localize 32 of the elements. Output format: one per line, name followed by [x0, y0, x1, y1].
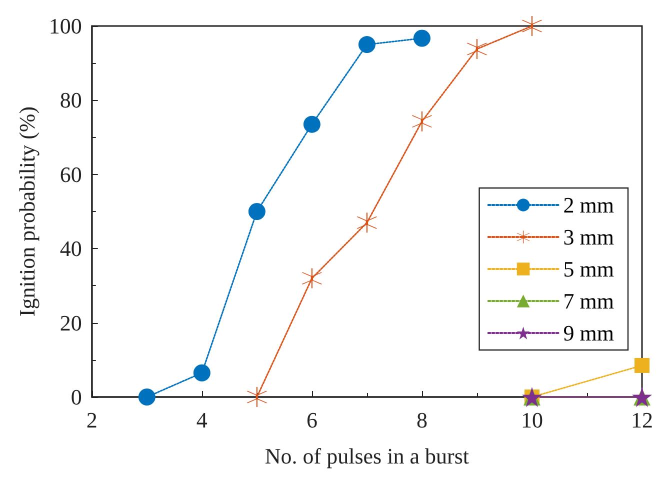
point: [412, 111, 432, 132]
point: [466, 39, 487, 59]
x-tick-label: 4: [196, 408, 208, 432]
y-tick-label: 60: [60, 162, 82, 187]
x-tick-label: 6: [306, 408, 318, 432]
x-axis-title: No. of pulses in a burst: [264, 444, 469, 468]
point: [246, 387, 267, 407]
x-tick-label: 8: [416, 408, 428, 432]
point: [356, 212, 377, 233]
point: [522, 16, 542, 36]
y-tick-label: 20: [60, 310, 82, 336]
point: [302, 268, 322, 288]
point: [413, 30, 430, 47]
y-tick-label: 40: [60, 236, 82, 262]
point: [358, 36, 376, 54]
x-tick-label: 2: [86, 408, 98, 432]
point: [248, 203, 266, 220]
point: [138, 388, 156, 406]
y-tick-label: 100: [48, 14, 82, 38]
point: [303, 116, 320, 133]
y-tick-label: 80: [60, 88, 82, 113]
y-axis-title: Ignition probability (%): [14, 106, 40, 317]
legend-label: 7 mm: [563, 288, 614, 314]
legend-label: 3 mm: [563, 224, 614, 250]
legend-label: 5 mm: [563, 256, 614, 282]
y-tick-label: 0: [70, 384, 82, 410]
legend-label: 9 mm: [563, 320, 614, 346]
x-tick-label: 12: [631, 408, 653, 432]
x-tick-label: 10: [520, 408, 543, 432]
point: [634, 358, 650, 373]
legend-label: 2 mm: [563, 192, 614, 218]
point: [193, 364, 210, 382]
